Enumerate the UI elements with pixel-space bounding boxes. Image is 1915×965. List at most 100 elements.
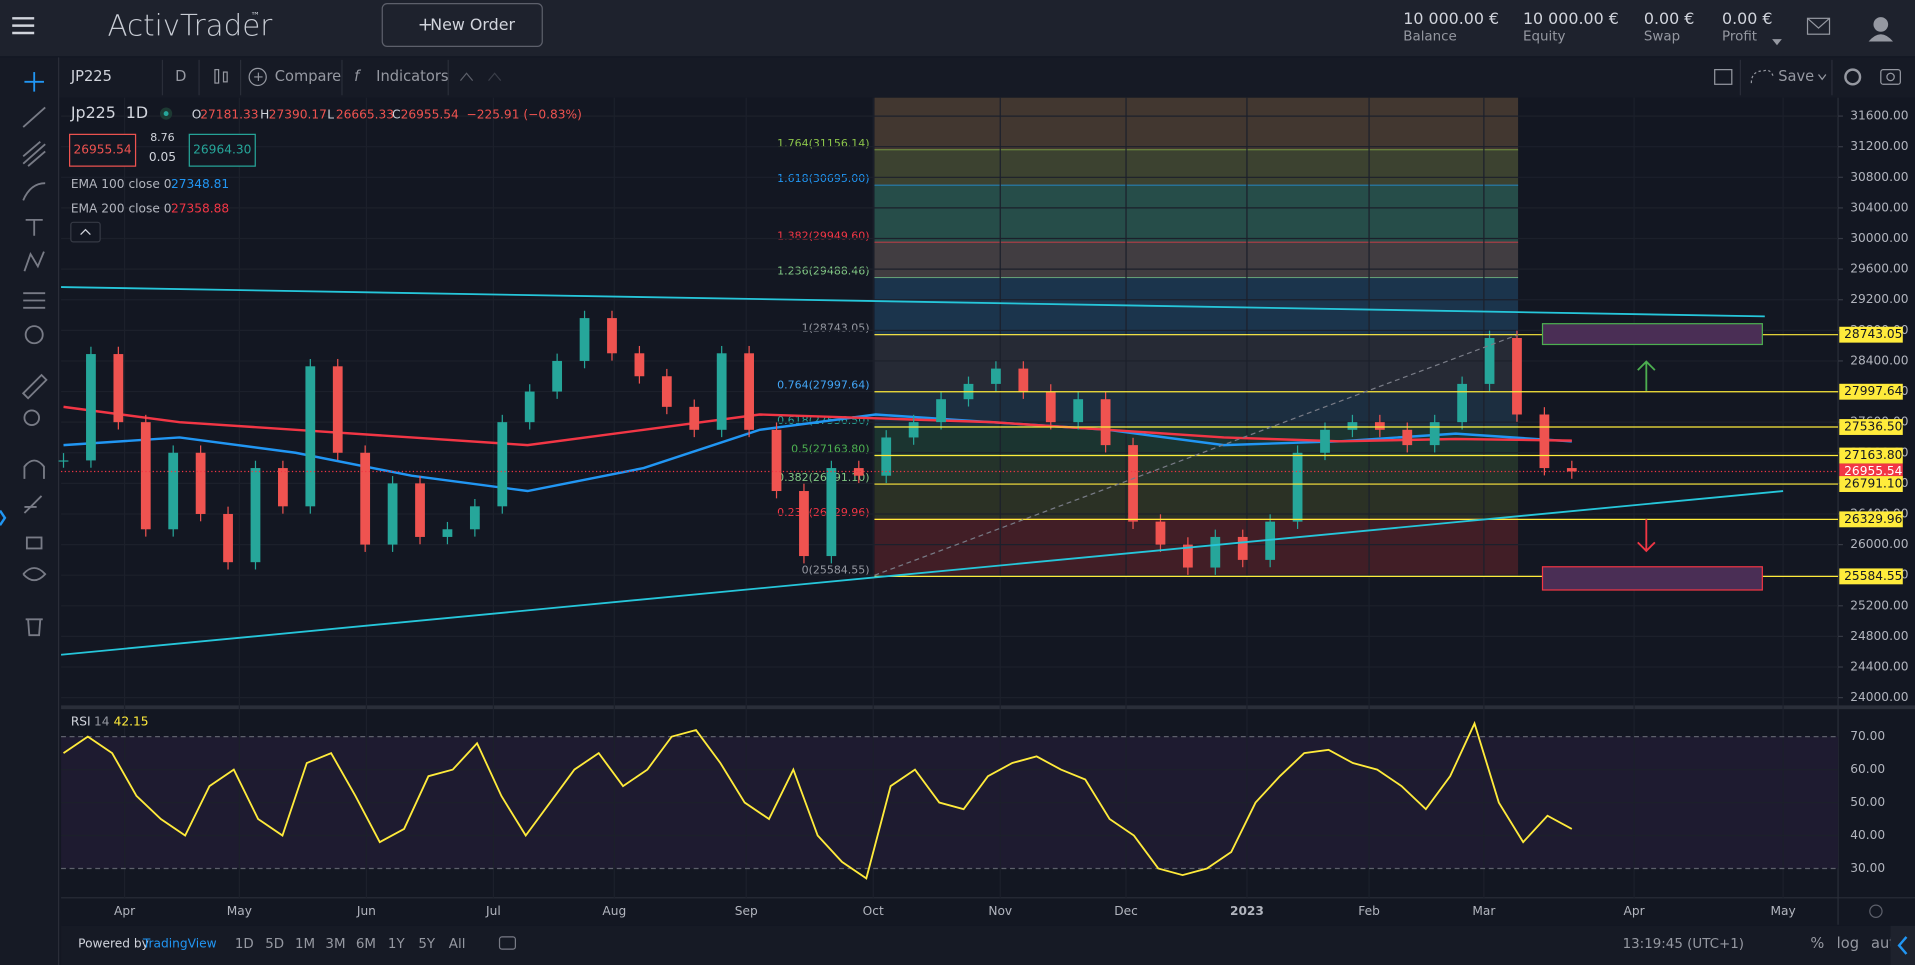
- emoji-tool[interactable]: [24, 325, 44, 345]
- ruler-tool[interactable]: [21, 373, 48, 400]
- range-button[interactable]: 1M: [295, 937, 315, 952]
- lock-draw-tool[interactable]: [23, 495, 43, 514]
- candle: [1484, 337, 1495, 384]
- ohlc-value: 27390.17: [269, 107, 327, 121]
- avatar-head[interactable]: [1873, 17, 1889, 32]
- candle: [689, 406, 700, 430]
- text-tool[interactable]: [25, 218, 43, 236]
- scroll-button[interactable]: [1890, 925, 1915, 965]
- pattern-tool[interactable]: [23, 251, 45, 272]
- upper-trendline[interactable]: [61, 286, 1765, 318]
- lower-trendline[interactable]: [60, 490, 1784, 656]
- candle: [332, 366, 343, 453]
- candle: [744, 353, 754, 430]
- legend-symbol: Jp225: [70, 103, 116, 122]
- fib-band: [874, 455, 1519, 485]
- fib-label: 1.764(31156.14): [777, 137, 869, 150]
- profit-dropdown[interactable]: [1772, 39, 1782, 46]
- range-button[interactable]: All: [449, 937, 466, 952]
- lock-tool[interactable]: [25, 536, 43, 550]
- fib-tool[interactable]: [23, 292, 46, 309]
- save-button[interactable]: Save: [1778, 68, 1814, 85]
- compare-button[interactable]: Compare: [275, 68, 341, 85]
- save-dropdown[interactable]: [1818, 74, 1827, 81]
- axis-settings[interactable]: [1869, 904, 1883, 918]
- settings-icon[interactable]: [1844, 68, 1862, 86]
- range-button[interactable]: 6M: [356, 937, 376, 952]
- log-toggle[interactable]: log: [1837, 935, 1859, 952]
- legend-interval: 1D: [126, 103, 148, 122]
- target-box-down[interactable]: [1541, 566, 1763, 591]
- rsi-tick-label: 40.00: [1850, 828, 1885, 842]
- x-tick-label: Jun: [356, 904, 376, 918]
- visibility-tool[interactable]: [22, 567, 47, 582]
- tradingview-link[interactable]: TradingView: [142, 937, 217, 951]
- rsi-title: RSI: [71, 714, 91, 728]
- channel-tool[interactable]: [22, 141, 46, 167]
- new-order-button[interactable]: [381, 3, 543, 48]
- date-range-icon[interactable]: [498, 936, 516, 950]
- mail-icon[interactable]: [1806, 17, 1831, 35]
- camera-icon[interactable]: [1880, 69, 1901, 85]
- candle: [360, 452, 371, 545]
- candle: [881, 437, 892, 476]
- arrow-up[interactable]: [1637, 360, 1656, 391]
- bid-price: 26955.54: [73, 143, 131, 157]
- candle: [661, 376, 672, 407]
- rsi-value: 42.15: [114, 714, 149, 728]
- ohlc-key: L: [327, 107, 334, 121]
- menu-icon[interactable]: [12, 17, 35, 35]
- arrow-down[interactable]: [1637, 519, 1656, 553]
- crosshair-tool[interactable]: [24, 72, 44, 92]
- avatar-body: [1868, 34, 1894, 42]
- range-button[interactable]: 5Y: [418, 937, 436, 952]
- collapse-legend[interactable]: [70, 221, 101, 243]
- stat-label: Equity: [1523, 30, 1565, 45]
- candle: [1100, 399, 1111, 446]
- candle: [278, 468, 288, 507]
- y-tick-label: 25200.00: [1850, 598, 1908, 612]
- fib-label: 0.236(26329.96): [777, 506, 869, 519]
- candle: [716, 353, 727, 430]
- trend-line-tool[interactable]: [22, 106, 46, 128]
- new-order-label: New Order: [430, 15, 515, 34]
- chart-type-icon[interactable]: [214, 69, 220, 84]
- toolbar-separators: [161, 59, 1833, 96]
- candle: [1292, 452, 1303, 522]
- symbol-input[interactable]: JP225: [70, 68, 112, 85]
- undo-icon[interactable]: [459, 72, 474, 82]
- candle: [113, 354, 124, 423]
- range-button[interactable]: 5D: [265, 937, 284, 952]
- magnet-tool[interactable]: [23, 459, 45, 479]
- brush-tool[interactable]: [22, 182, 46, 201]
- price-label-bg: [1839, 419, 1903, 435]
- candle: [442, 529, 453, 537]
- bottom-bar: [61, 925, 1915, 965]
- range-button[interactable]: 3M: [325, 937, 345, 952]
- delete-tool[interactable]: [25, 618, 43, 637]
- candle: [1045, 391, 1056, 423]
- target-box-up[interactable]: [1541, 323, 1763, 346]
- candle: [552, 360, 563, 392]
- fib-label: 0.382(26791.10): [777, 471, 869, 484]
- interval-button[interactable]: D: [175, 68, 186, 85]
- range-button[interactable]: 1D: [235, 937, 254, 952]
- zoom-tool[interactable]: [23, 409, 40, 427]
- candle: [250, 468, 261, 563]
- x-tick-label: May: [1770, 904, 1795, 918]
- left-panel-toggle[interactable]: [0, 509, 7, 526]
- percent-toggle[interactable]: %: [1810, 935, 1824, 952]
- candle: [579, 318, 590, 361]
- price-label-bg: [1839, 463, 1903, 480]
- candle: [1402, 429, 1413, 446]
- x-tick-label: Dec: [1114, 904, 1138, 918]
- layout-icon[interactable]: [1714, 69, 1733, 85]
- indicators-button[interactable]: Indicators: [376, 68, 448, 85]
- redo-icon[interactable]: [488, 72, 502, 82]
- ask-box[interactable]: [188, 133, 256, 167]
- x-tick-label: May: [227, 904, 252, 918]
- bid-box[interactable]: [69, 133, 137, 167]
- range-button[interactable]: 1Y: [388, 937, 406, 952]
- candle: [908, 422, 919, 438]
